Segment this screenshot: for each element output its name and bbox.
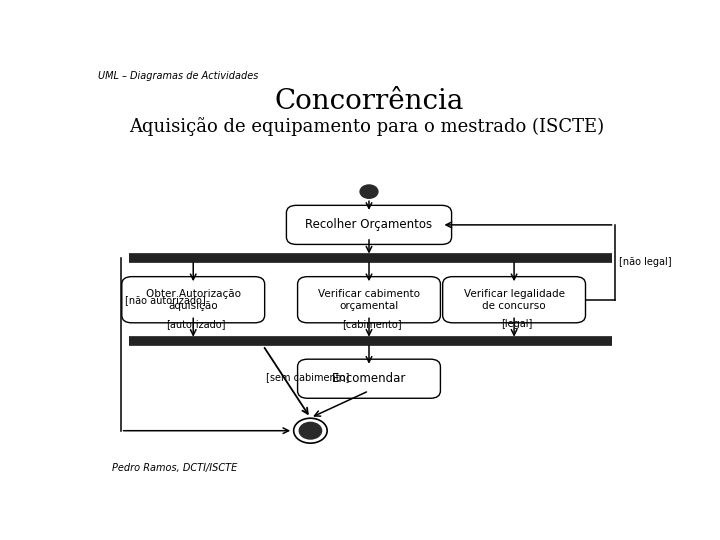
Text: Concorrência: Concorrência [274,87,464,114]
Text: Verificar legalidade
de concurso: Verificar legalidade de concurso [464,289,564,310]
FancyBboxPatch shape [443,276,585,323]
Circle shape [294,418,327,443]
Text: [legal]: [legal] [501,319,533,329]
Text: Aquisição de equipamento para o mestrado (ISCTE): Aquisição de equipamento para o mestrado… [129,117,604,136]
Text: [não legal]: [não legal] [619,257,672,267]
Text: [autorizado]: [autorizado] [166,319,226,329]
Text: [sem cabimento]: [sem cabimento] [266,373,349,382]
FancyBboxPatch shape [287,205,451,245]
Circle shape [300,422,322,439]
Text: Recolher Orçamentos: Recolher Orçamentos [305,218,433,231]
Text: Pedro Ramos, DCTI/ISCTE: Pedro Ramos, DCTI/ISCTE [112,463,238,473]
Text: UML – Diagramas de Actividades: UML – Diagramas de Actividades [99,71,258,81]
Text: Encomendar: Encomendar [332,372,406,385]
Circle shape [360,185,378,198]
FancyBboxPatch shape [297,359,441,399]
FancyBboxPatch shape [122,276,265,323]
Text: [cabimento]: [cabimento] [342,319,402,329]
Text: Obter Autorização
aquisição: Obter Autorização aquisição [145,289,240,310]
Text: [não autorizado]: [não autorizado] [125,295,206,305]
Text: Verificar cabimento
orçamental: Verificar cabimento orçamental [318,289,420,310]
FancyBboxPatch shape [297,276,441,323]
